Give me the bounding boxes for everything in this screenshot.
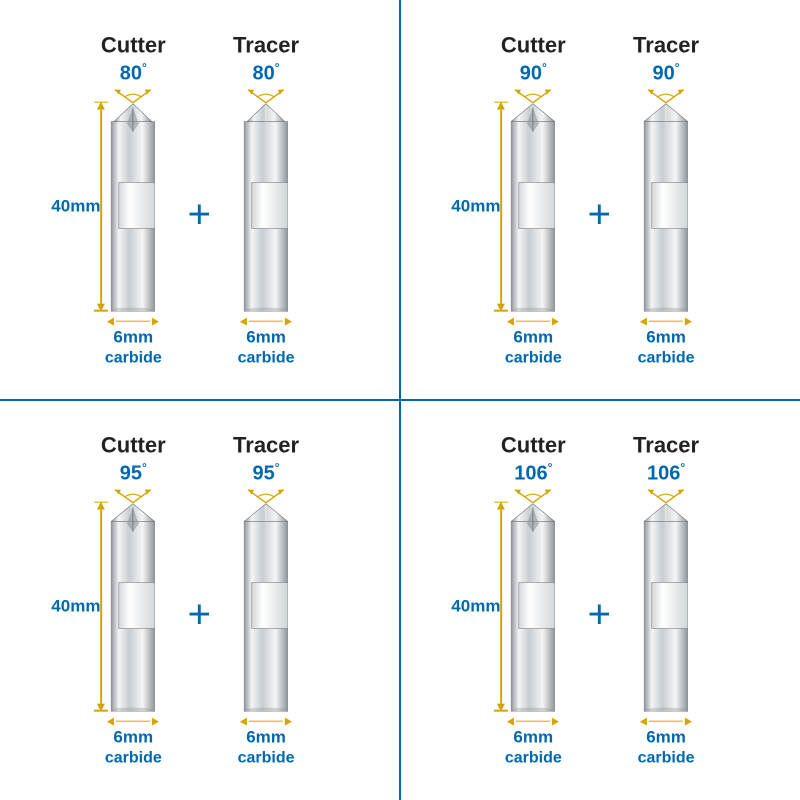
tool-pair: Cutter 90° 40mm <box>501 33 699 368</box>
height-dimension: 40mm <box>461 101 507 311</box>
plus-icon: + <box>588 595 611 635</box>
cutter-material: carbide <box>105 349 162 367</box>
cutter-title: Cutter <box>101 433 166 459</box>
cutter-tool: Cutter 90° 40mm <box>501 33 566 368</box>
cutter-width: 6mm <box>113 727 153 747</box>
tracer-bit-icon <box>644 501 688 711</box>
width-dimension <box>240 317 292 325</box>
cutter-title: Cutter <box>501 33 566 59</box>
width-dimension <box>507 317 559 325</box>
tracer-width: 6mm <box>646 327 686 347</box>
tracer-bit-icon <box>244 101 288 311</box>
angle-mark-icon <box>244 487 288 501</box>
tracer-material: carbide <box>238 749 295 767</box>
tracer-angle: 106° <box>647 461 685 486</box>
divider-horizontal <box>0 399 800 401</box>
tracer-angle: 80° <box>253 61 280 86</box>
angle-mark-icon <box>644 87 688 101</box>
tracer-angle: 95° <box>253 461 280 486</box>
width-dimension <box>240 717 292 725</box>
width-dimension <box>640 317 692 325</box>
tracer-tool: Tracer 95° 6mm carbi <box>233 433 299 768</box>
tool-pair: Cutter 95° 40mm <box>101 433 299 768</box>
cutter-bit-icon: 40mm <box>511 101 555 311</box>
cutter-bit-icon: 40mm <box>511 501 555 711</box>
cutter-bit-icon: 40mm <box>111 101 155 311</box>
tracer-tool: Tracer 90° 6mm carbi <box>633 33 699 368</box>
tracer-width: 6mm <box>246 327 286 347</box>
cutter-title: Cutter <box>101 33 166 59</box>
height-label: 40mm <box>51 596 100 616</box>
width-dimension <box>640 717 692 725</box>
cutter-tool: Cutter 80° 40mm <box>101 33 166 368</box>
height-label: 40mm <box>451 196 500 216</box>
height-dimension: 40mm <box>461 501 507 711</box>
cutter-angle: 80° <box>120 61 147 86</box>
tracer-tool: Tracer 80° 6mm carbi <box>233 33 299 368</box>
angle-mark-icon <box>111 487 155 501</box>
tool-pair: Cutter 80° 40mm <box>101 33 299 368</box>
height-label: 40mm <box>51 196 100 216</box>
cutter-width: 6mm <box>513 727 553 747</box>
panel-2: Cutter 95° 40mm <box>0 400 400 800</box>
cutter-material: carbide <box>505 349 562 367</box>
tracer-title: Tracer <box>633 33 699 59</box>
cutter-width: 6mm <box>113 327 153 347</box>
tracer-angle: 90° <box>653 61 680 86</box>
cutter-material: carbide <box>105 749 162 767</box>
tool-pair: Cutter 106° 40mm <box>501 433 699 768</box>
width-dimension <box>507 717 559 725</box>
tracer-title: Tracer <box>233 433 299 459</box>
cutter-angle: 106° <box>514 461 552 486</box>
tracer-bit-icon <box>244 501 288 711</box>
tracer-width: 6mm <box>246 727 286 747</box>
angle-mark-icon <box>511 87 555 101</box>
panel-0: Cutter 80° 40mm <box>0 0 400 400</box>
height-label: 40mm <box>451 596 500 616</box>
tracer-width: 6mm <box>646 727 686 747</box>
panel-1: Cutter 90° 40mm <box>400 0 800 400</box>
height-dimension: 40mm <box>61 101 107 311</box>
plus-icon: + <box>188 595 211 635</box>
plus-icon: + <box>188 195 211 235</box>
width-dimension <box>107 317 159 325</box>
cutter-angle: 95° <box>120 461 147 486</box>
tracer-title: Tracer <box>233 33 299 59</box>
cutter-width: 6mm <box>513 327 553 347</box>
tracer-bit-icon <box>644 101 688 311</box>
tracer-material: carbide <box>638 749 695 767</box>
angle-mark-icon <box>644 487 688 501</box>
height-dimension: 40mm <box>61 501 107 711</box>
angle-mark-icon <box>111 87 155 101</box>
tracer-tool: Tracer 106° 6mm carb <box>633 433 699 768</box>
cutter-material: carbide <box>505 749 562 767</box>
cutter-bit-icon: 40mm <box>111 501 155 711</box>
width-dimension <box>107 717 159 725</box>
tracer-title: Tracer <box>633 433 699 459</box>
cutter-tool: Cutter 106° 40mm <box>501 433 566 768</box>
cutter-title: Cutter <box>501 433 566 459</box>
angle-mark-icon <box>244 87 288 101</box>
cutter-angle: 90° <box>520 61 547 86</box>
panel-3: Cutter 106° 40mm <box>400 400 800 800</box>
cutter-tool: Cutter 95° 40mm <box>101 433 166 768</box>
plus-icon: + <box>588 195 611 235</box>
tracer-material: carbide <box>238 349 295 367</box>
angle-mark-icon <box>511 487 555 501</box>
tracer-material: carbide <box>638 349 695 367</box>
